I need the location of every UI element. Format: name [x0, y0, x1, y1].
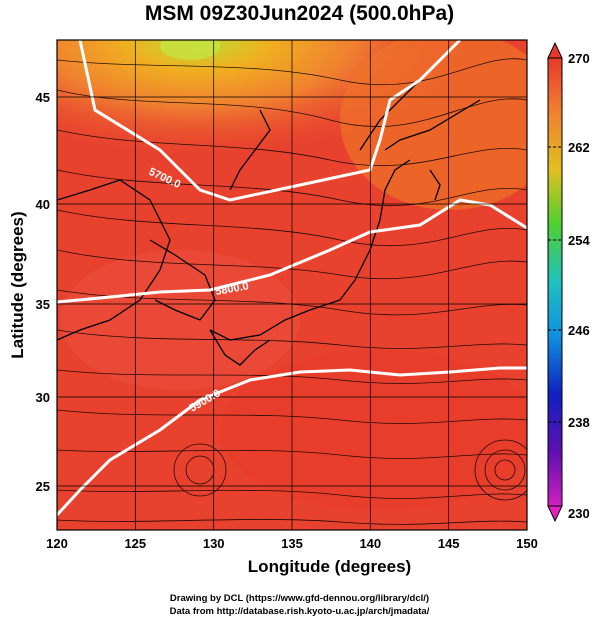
colorbar-label: 230 — [568, 506, 590, 521]
colorbar-label: 254 — [568, 233, 590, 248]
x-tick-label: 150 — [516, 536, 538, 551]
x-tick-labels: 120 125 130 135 140 145 150 — [46, 536, 538, 551]
x-tick-label: 125 — [124, 536, 146, 551]
y-tick-labels: 25 30 35 40 45 — [36, 90, 50, 494]
y-tick-label: 40 — [36, 197, 50, 212]
x-tick-label: 130 — [203, 536, 225, 551]
colorbar-label: 238 — [568, 415, 590, 430]
temperature-field — [57, 40, 527, 530]
x-axis-label: Longitude (degrees) — [247, 557, 412, 576]
colorbar: 270 262 254 246 238 230 — [547, 41, 590, 523]
coastlines — [57, 44, 481, 366]
colorbar-label: 270 — [568, 51, 590, 66]
credit-data: Data from http://database.rish.kyoto-u.a… — [169, 606, 430, 617]
credit-drawing: Drawing by DCL (https://www.gfd-dennou.o… — [169, 593, 430, 604]
lat-lon-grid — [57, 40, 527, 530]
wind-streamlines — [57, 58, 527, 525]
y-axis-label: Latitude (degrees) — [8, 211, 27, 359]
y-tick-label: 35 — [36, 297, 50, 312]
x-tick-label: 120 — [46, 536, 68, 551]
colorbar-label: 262 — [568, 140, 590, 155]
x-tick-label: 145 — [438, 536, 460, 551]
y-tick-label: 30 — [36, 390, 50, 405]
contour-label-5800: 5800.0 — [214, 280, 249, 298]
colorbar-label: 246 — [568, 323, 590, 338]
y-tick-label: 25 — [36, 479, 50, 494]
y-tick-label: 45 — [36, 90, 50, 105]
height-contours — [57, 40, 527, 517]
map-title: MSM 09Z30Jun2024 (500.0hPa) — [144, 2, 455, 25]
x-tick-label: 140 — [359, 536, 381, 551]
x-tick-label: 135 — [281, 536, 303, 551]
